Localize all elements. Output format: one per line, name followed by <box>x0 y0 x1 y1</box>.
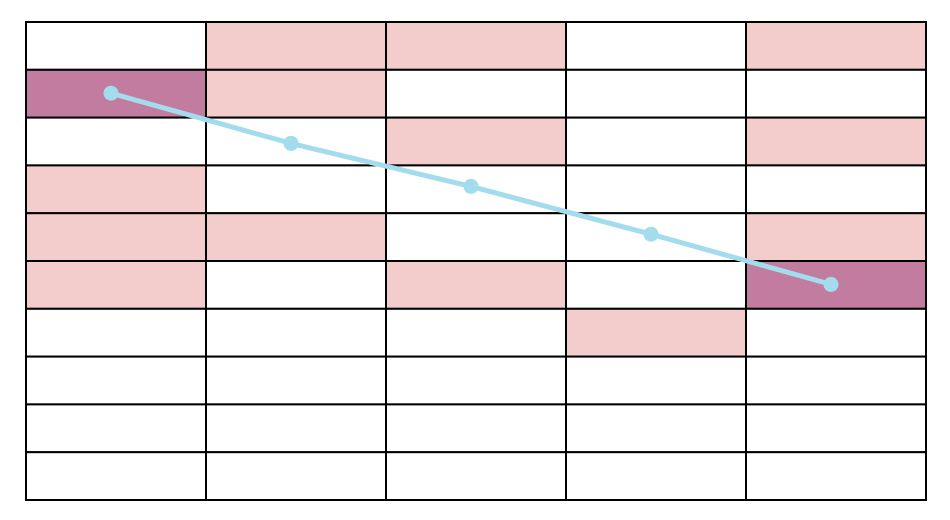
grid-cell-r6-c3-light <box>565 307 747 358</box>
grid-cell-r8-c1-empty <box>205 403 387 454</box>
grid-cell-r3-c3-empty <box>565 164 747 215</box>
grid-cell-r8-c2-empty <box>385 403 567 454</box>
grid-cell-r0-c2-light <box>385 21 567 71</box>
grid-cell-r8-c0-empty <box>25 403 207 454</box>
grid-cell-r4-c4-light <box>745 212 927 262</box>
grid-cell-r7-c4-empty <box>745 355 927 406</box>
grid-cell-r9-c0-empty <box>25 451 207 502</box>
grid-cell-r9-c1-empty <box>205 451 387 502</box>
grid-cell-r6-c1-empty <box>205 307 387 358</box>
path-point-1 <box>283 135 299 151</box>
grid-cell-r2-c4-light <box>745 116 927 167</box>
grid-cell-r5-c3-empty <box>565 260 747 310</box>
grid-cell-r7-c2-empty <box>385 355 567 406</box>
path-point-0 <box>103 85 119 101</box>
grid-cell-r9-c2-empty <box>385 451 567 502</box>
grid-cell-r0-c1-light <box>205 21 387 71</box>
path-point-4 <box>823 276 839 292</box>
grid-cell-r6-c2-empty <box>385 307 567 358</box>
grid-cell-r0-c4-light <box>745 21 927 71</box>
grid-cell-r7-c0-empty <box>25 355 207 406</box>
grid-cell-r5-c2-light <box>385 260 567 310</box>
grid-cell-r1-c2-empty <box>385 68 567 119</box>
grid-cell-r3-c1-empty <box>205 164 387 215</box>
grid-cell-r2-c0-empty <box>25 116 207 167</box>
grid-cell-r0-c0-empty <box>25 21 207 71</box>
grid-cell-r5-c1-empty <box>205 260 387 310</box>
grid-cell-r9-c3-empty <box>565 451 747 502</box>
path-point-3 <box>643 226 659 242</box>
grid-cell-r9-c4-empty <box>745 451 927 502</box>
grid-cell-r1-c1-light <box>205 68 387 119</box>
grid-cell-r4-c0-light <box>25 212 207 262</box>
grid-cell-r3-c0-light <box>25 164 207 215</box>
grid-cell-r7-c3-empty <box>565 355 747 406</box>
grid-cell-r5-c0-light <box>25 260 207 310</box>
grid-cell-r2-c2-light <box>385 116 567 167</box>
grid-cell-r6-c4-empty <box>745 307 927 358</box>
grid-cell-r1-c4-empty <box>745 68 927 119</box>
grid-cell-r4-c1-light <box>205 212 387 262</box>
path-point-2 <box>463 178 479 194</box>
grid-cell-r8-c3-empty <box>565 403 747 454</box>
grid-cell-r6-c0-empty <box>25 307 207 358</box>
grid-cell-r0-c3-empty <box>565 21 747 71</box>
grid-cell-r8-c4-empty <box>745 403 927 454</box>
grid-cell-r7-c1-empty <box>205 355 387 406</box>
grid-cell-r1-c3-empty <box>565 68 747 119</box>
grid-cell-r4-c2-empty <box>385 212 567 262</box>
grid-cell-r2-c3-empty <box>565 116 747 167</box>
grid-cell-r3-c4-empty <box>745 164 927 215</box>
